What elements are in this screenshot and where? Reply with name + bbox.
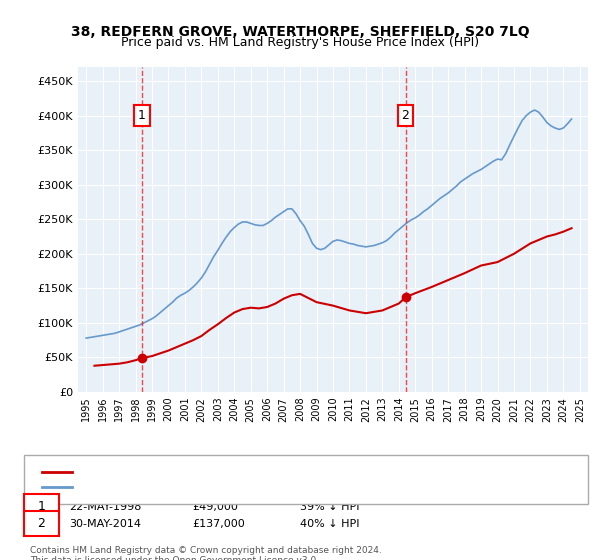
Text: Contains HM Land Registry data © Crown copyright and database right 2024.
This d: Contains HM Land Registry data © Crown c… — [30, 546, 382, 560]
Text: 2: 2 — [401, 109, 409, 122]
Text: 2: 2 — [37, 517, 46, 530]
Text: 39% ↓ HPI: 39% ↓ HPI — [300, 502, 359, 512]
Text: 1: 1 — [37, 500, 46, 514]
Text: HPI: Average price, detached house, Sheffield: HPI: Average price, detached house, Shef… — [78, 482, 317, 492]
Text: Price paid vs. HM Land Registry's House Price Index (HPI): Price paid vs. HM Land Registry's House … — [121, 36, 479, 49]
Text: 38, REDFERN GROVE, WATERTHORPE, SHEFFIELD, S20 7LQ: 38, REDFERN GROVE, WATERTHORPE, SHEFFIEL… — [71, 25, 529, 39]
Text: 40% ↓ HPI: 40% ↓ HPI — [300, 519, 359, 529]
Text: £49,000: £49,000 — [192, 502, 238, 512]
Text: 30-MAY-2014: 30-MAY-2014 — [69, 519, 141, 529]
Text: 38, REDFERN GROVE, WATERTHORPE, SHEFFIELD, S20 7LQ (detached house): 38, REDFERN GROVE, WATERTHORPE, SHEFFIEL… — [78, 467, 479, 477]
Text: 22-MAY-1998: 22-MAY-1998 — [69, 502, 142, 512]
Text: 1: 1 — [138, 109, 146, 122]
Text: £137,000: £137,000 — [192, 519, 245, 529]
